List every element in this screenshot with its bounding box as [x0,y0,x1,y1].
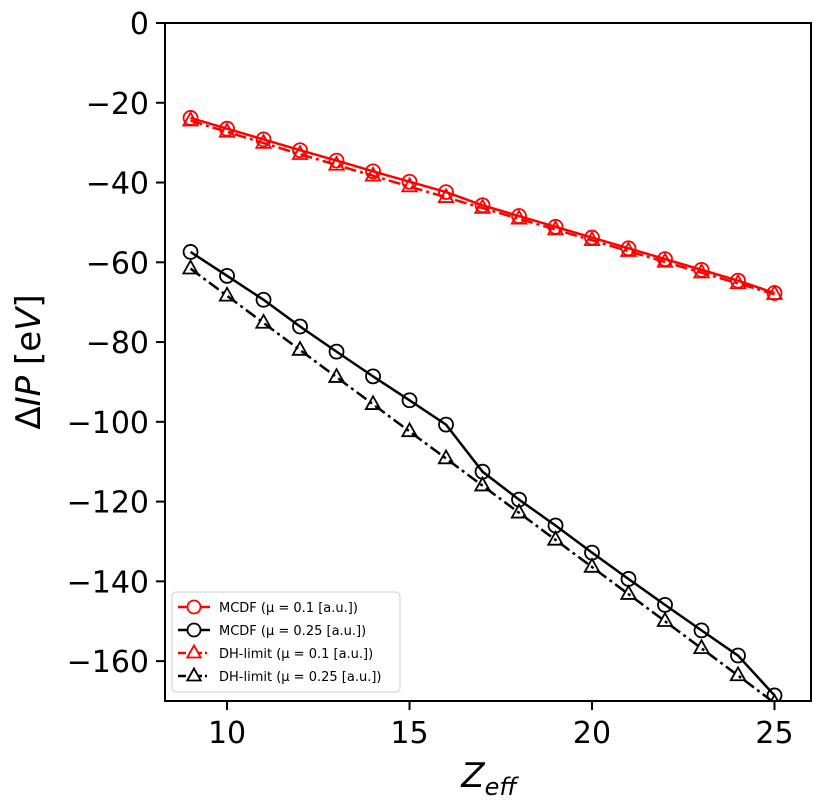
series-layer [181,110,784,701]
data-point [400,176,419,193]
data-point [364,165,382,182]
legend-marker [186,622,202,638]
data-point [219,267,235,284]
legend-item: MCDF (μ = 0.1 [a.u.]) [178,599,358,616]
legend-marker [186,599,202,615]
data-point [254,133,273,149]
y-axis-ticks: 0 −20 −40 −60 −80 −100 −120 −140 −160 [67,7,165,680]
data-point [218,285,236,302]
legend-marker [185,666,203,682]
data-point [365,163,381,180]
data-point [729,273,747,290]
legend-item: DH-limit (μ = 0.25 [a.u.]) [178,666,381,685]
data-point [656,252,674,268]
plot-frame [164,22,812,702]
y-tick-label: −40 [86,167,149,202]
legend-box [171,591,401,693]
data-point [400,421,419,438]
data-point [218,122,236,138]
x-axis-ticks: 10 15 20 25 [208,701,794,751]
data-point [583,557,601,573]
legend-item: MCDF (μ = 0.25 [a.u.]) [178,622,366,639]
series-3 [181,110,784,300]
y-axis-title-delta: Δ [9,406,49,429]
legend-marker [185,643,203,659]
data-point [619,241,638,257]
data-point [510,208,528,225]
data-point [583,230,601,247]
data-point [438,416,454,433]
x-axis-title-main: Z [460,756,485,796]
series-line [189,267,774,701]
x-axis-title-subscript: eff [485,773,520,801]
data-point [291,340,309,356]
y-tick-label: −100 [67,406,149,441]
x-tick-label: 15 [390,716,428,751]
legend: MCDF (μ = 0.1 [a.u.]) MCDF (μ = 0.25 [a.u… [171,591,401,693]
data-point [437,448,455,465]
data-point [364,394,382,410]
data-point [766,687,783,701]
data-point [327,155,346,171]
series-line [190,116,775,295]
y-axis-title-unit-v: V [9,305,49,331]
data-point [693,622,710,639]
y-tick-label: 0 [130,7,149,42]
data-point [328,343,345,360]
data-point [254,313,273,329]
data-point [510,502,528,519]
x-tick-label: 25 [755,716,793,751]
data-point [181,258,200,275]
y-tick-label: −160 [67,645,149,680]
data-point [292,142,308,159]
y-axis-title-unit-open: [e [9,331,49,376]
data-point [656,611,674,627]
legend-label: MCDF (μ = 0.25 [a.u.]) [219,624,366,639]
legend-label: DH-limit (μ = 0.25 [a.u.]) [219,670,381,685]
data-point [401,173,418,190]
y-axis-title: ΔIP [eV] [9,294,49,429]
y-tick-label: −80 [86,326,149,361]
series-1 [182,110,783,301]
data-point [473,198,492,214]
x-axis-title: Zeff [460,756,519,801]
data-point [181,110,200,127]
data-point [692,638,711,655]
y-tick-label: −120 [67,486,149,521]
data-point [546,219,565,236]
x-tick-label: 10 [208,716,246,751]
data-point [729,665,747,682]
y-axis-title-ip: IP [9,375,49,406]
data-point [292,318,308,335]
data-point [365,368,381,385]
series-line [189,250,776,697]
series-line [190,119,775,296]
legend-label: MCDF (μ = 0.1 [a.u.]) [219,601,358,616]
data-point [291,144,309,160]
data-point [765,284,784,300]
series-2 [182,244,783,701]
data-point [255,131,272,148]
y-axis-title-unit-close: ] [9,294,49,307]
data-point [692,262,711,279]
data-point [401,392,418,409]
data-point [511,491,527,508]
legend-item: DH-limit (μ = 0.1 [a.u.]) [178,643,373,662]
data-point [438,184,454,201]
data-point [437,187,455,203]
x-tick-label: 20 [573,716,611,751]
data-point [473,475,492,492]
data-point [327,367,346,383]
series-4 [181,258,779,701]
data-point [730,647,746,664]
data-point [546,530,565,546]
legend-label: DH-limit (μ = 0.1 [a.u.]) [219,647,373,662]
y-tick-label: −20 [86,87,149,122]
y-tick-label: −140 [67,565,149,600]
data-point [619,584,638,600]
data-point [328,152,345,169]
data-point [255,291,272,308]
y-tick-label: −60 [86,246,149,281]
